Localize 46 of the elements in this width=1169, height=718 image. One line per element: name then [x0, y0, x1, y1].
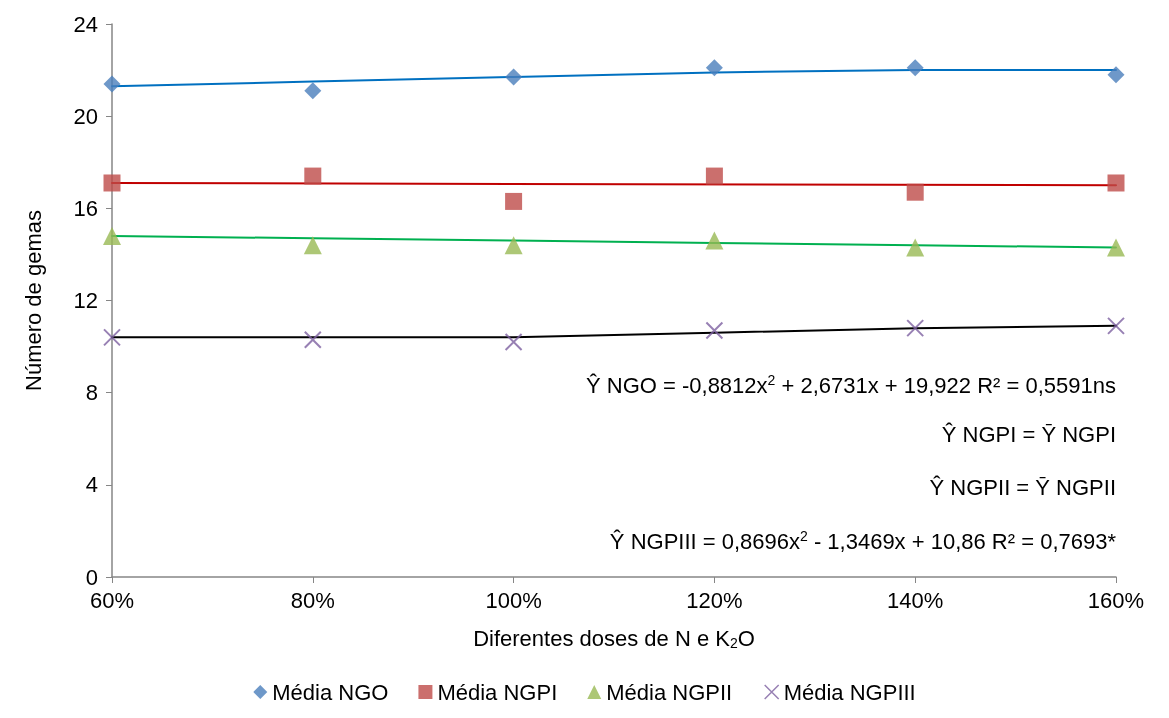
point	[304, 167, 322, 185]
y-tick-label: 16	[73, 195, 98, 221]
point	[505, 68, 523, 86]
point	[906, 59, 924, 77]
point	[504, 236, 523, 255]
point	[1107, 174, 1125, 192]
point	[705, 321, 724, 340]
x-tick-label: 60%	[89, 587, 135, 613]
point	[103, 328, 121, 347]
legend-label: Média NGO	[272, 679, 389, 705]
legend-label: Média NGPII	[606, 679, 733, 705]
y-axis-title: Número de gemas	[20, 210, 46, 391]
point	[705, 59, 723, 77]
point	[103, 174, 121, 192]
line-series	[111, 324, 1117, 339]
y-tick-label: 20	[73, 103, 98, 129]
x-tick-label: 100%	[485, 587, 542, 613]
point	[1107, 66, 1125, 84]
x-tick-label: 160%	[1087, 587, 1145, 613]
annotation: Ŷ NGPI = Ȳ NGPI	[941, 421, 1116, 447]
legend-label: Média NGPIII	[783, 679, 916, 705]
y-tick-label: 0	[85, 564, 98, 590]
y-tick-label: 8	[85, 380, 98, 406]
point	[1107, 238, 1125, 257]
y-tick-label: 4	[85, 472, 98, 498]
annotation: Ŷ NGPII = Ȳ NGPII	[929, 474, 1117, 500]
legend-label: Média NGPI	[437, 679, 558, 705]
point	[505, 192, 523, 210]
point	[103, 75, 121, 93]
y-tick-label: 24	[73, 11, 98, 37]
x-tick-label: 140%	[887, 587, 944, 613]
point	[705, 231, 724, 250]
point	[504, 332, 523, 351]
y-tick-label: 12	[73, 288, 98, 313]
point	[103, 226, 121, 245]
point	[906, 319, 925, 338]
point	[303, 330, 322, 349]
x-tick-label: 120%	[686, 587, 743, 613]
point	[304, 82, 322, 100]
point	[906, 238, 925, 257]
x-axis-title: Diferentes doses de N e K2O	[473, 626, 755, 651]
x-tick-label: 80%	[290, 587, 335, 613]
point	[1107, 316, 1125, 335]
point	[303, 236, 322, 255]
point	[705, 167, 723, 185]
point	[906, 183, 924, 201]
